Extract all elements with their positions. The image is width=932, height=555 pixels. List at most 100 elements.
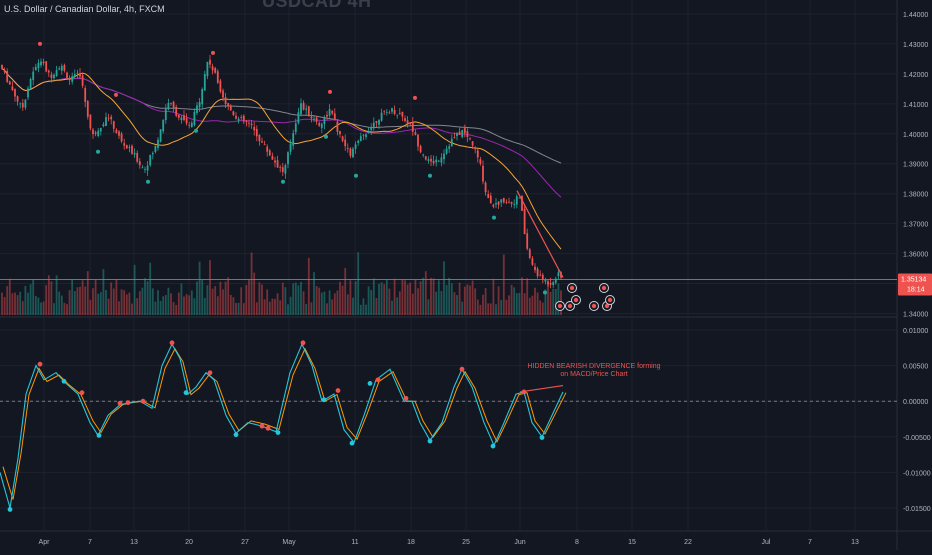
- time-label: 13: [851, 539, 859, 546]
- candle-body: [396, 114, 399, 116]
- candle-body: [482, 165, 484, 182]
- candle-body: [513, 203, 516, 205]
- macd-sell-marker: [125, 400, 131, 406]
- time-label: 20: [185, 539, 193, 546]
- candle-body: [393, 109, 396, 115]
- volume-bar: [144, 278, 146, 315]
- time-label: 18: [407, 539, 415, 546]
- volume-bar: [417, 288, 419, 315]
- volume-bar: [8, 278, 11, 315]
- buy-marker: [146, 179, 150, 184]
- candle-body: [175, 106, 178, 116]
- candle-body: [14, 89, 16, 97]
- candle-body: [487, 194, 490, 198]
- candle-body: [211, 66, 214, 71]
- candle-body: [11, 86, 14, 91]
- volume-bar: [443, 261, 445, 315]
- candle-body: [497, 201, 500, 205]
- volume-bar: [196, 281, 198, 315]
- volume-bar: [414, 279, 417, 315]
- candle-body: [201, 89, 204, 105]
- volume-bar: [3, 297, 6, 315]
- volume-bar: [203, 297, 206, 315]
- buy-marker: [281, 179, 285, 184]
- price-tick-label: 1.43000: [903, 42, 928, 49]
- candle-body: [302, 102, 305, 110]
- candle-body: [240, 116, 243, 118]
- volume-bar: [11, 293, 14, 315]
- volume-bar: [219, 281, 222, 315]
- macd-sell-marker: [300, 340, 306, 346]
- volume-bar: [482, 294, 484, 315]
- volume-bar: [284, 287, 287, 315]
- volume-bar: [346, 294, 349, 315]
- candle-body: [388, 112, 391, 114]
- volume-bar: [326, 303, 328, 315]
- volume-bar: [211, 288, 214, 315]
- candle-body: [409, 122, 412, 124]
- macd-panel[interactable]: [0, 340, 897, 512]
- volume-bar: [393, 278, 396, 315]
- volume-bar: [34, 295, 37, 315]
- candle-body: [79, 73, 81, 77]
- candle-body: [370, 127, 373, 131]
- candle-body: [255, 128, 258, 137]
- candle-body: [505, 202, 508, 203]
- candle-body: [188, 124, 191, 126]
- volume-bar: [289, 296, 292, 315]
- candle-body: [105, 117, 107, 127]
- volume-bar: [435, 291, 438, 315]
- candle-body: [73, 74, 76, 77]
- divergence-note-line1: HIDDEN BEARISH DIVERGENCE forming: [527, 363, 660, 370]
- candle-body: [313, 118, 315, 120]
- volume-bar: [29, 284, 32, 315]
- candle-body: [250, 123, 253, 125]
- volume-bar: [489, 303, 492, 315]
- sell-marker: [328, 89, 332, 94]
- volume-bar: [1, 292, 3, 315]
- candle-body: [333, 113, 336, 121]
- volume-bar: [227, 277, 230, 315]
- event-icon: [557, 303, 563, 309]
- event-icon: [569, 285, 575, 291]
- candle-body: [149, 154, 152, 166]
- time-label: May: [282, 539, 296, 546]
- volume-bar: [92, 288, 94, 315]
- volume-bar: [209, 260, 211, 315]
- volume-bar: [557, 283, 560, 315]
- volume-bar: [367, 286, 370, 315]
- volume-bar: [188, 295, 191, 315]
- candle-body: [287, 152, 289, 165]
- volume-bar: [292, 283, 295, 315]
- candle-body: [328, 109, 331, 116]
- volume-bar: [193, 298, 196, 315]
- volume-bar: [131, 303, 133, 315]
- annotations: 1.35134 18:14 HIDDEN BEARISH DIVERGENCE fo…: [0, 190, 932, 393]
- volume-bar: [383, 284, 386, 315]
- volume-bar: [279, 300, 282, 315]
- volume-bar: [271, 298, 274, 315]
- candle-body: [245, 120, 248, 123]
- volume-bar: [318, 287, 321, 315]
- price-tick-label: 1.39000: [903, 162, 928, 169]
- candle-body: [206, 61, 209, 77]
- volume-bar: [344, 267, 347, 315]
- volume-bar: [339, 281, 341, 315]
- volume-bar: [313, 272, 315, 315]
- candle-body: [375, 121, 378, 123]
- candle-body: [19, 103, 22, 105]
- candle-body: [500, 199, 503, 203]
- volume-bar: [53, 303, 55, 315]
- candle-body: [417, 134, 419, 147]
- volume-bar: [323, 291, 326, 315]
- volume-bar: [37, 297, 40, 315]
- candle-body: [476, 150, 479, 158]
- candle-body: [261, 141, 263, 143]
- volume-bar: [107, 298, 110, 315]
- macd-buy-marker: [233, 432, 239, 438]
- candle-body: [162, 119, 165, 132]
- candlesticks[interactable]: [1, 54, 562, 289]
- candle-body: [242, 115, 245, 122]
